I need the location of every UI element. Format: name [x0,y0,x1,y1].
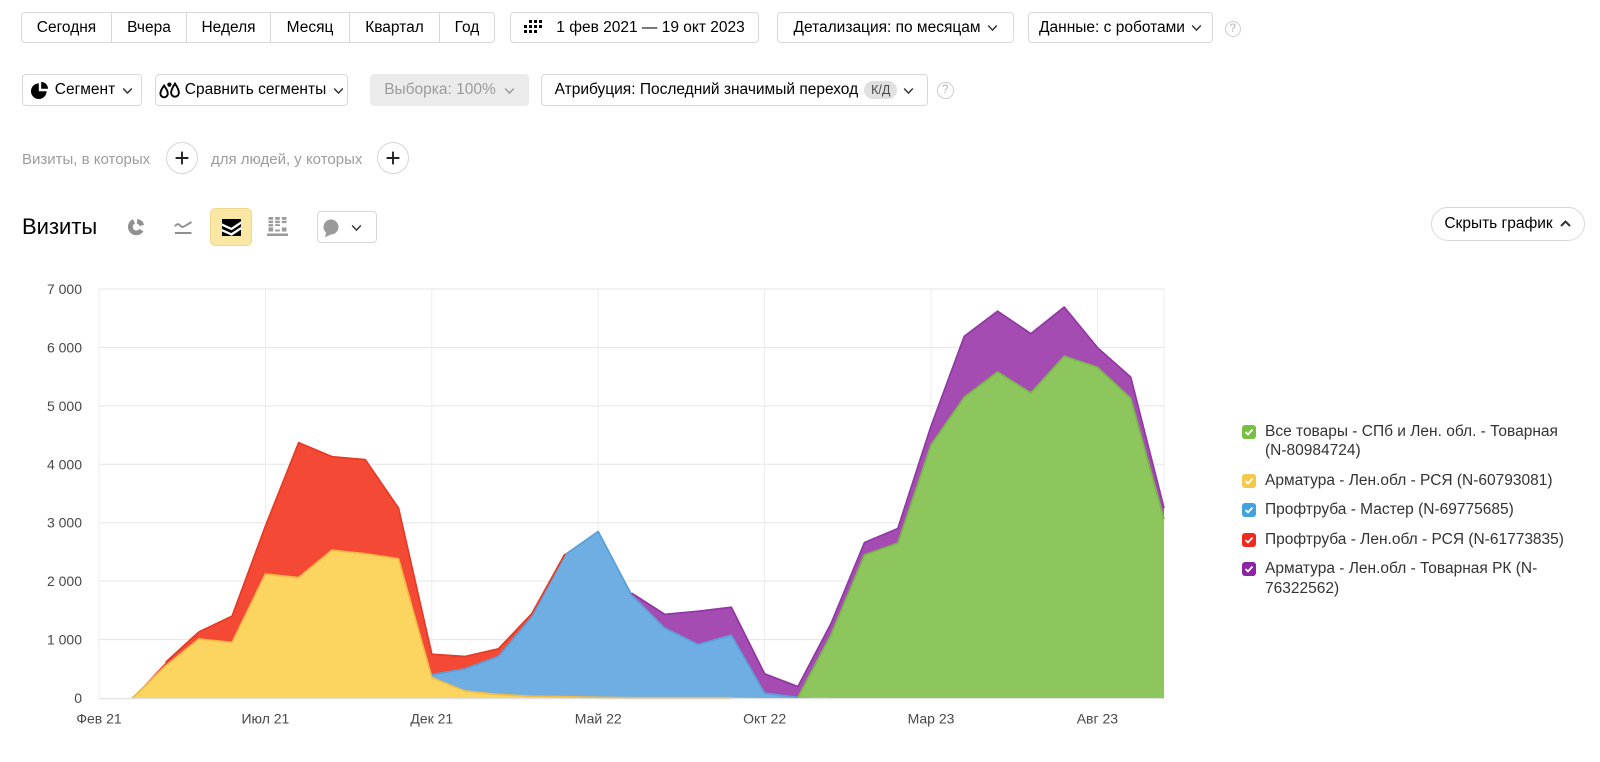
svg-text:2 000: 2 000 [47,573,82,589]
svg-text:Авг 23: Авг 23 [1077,711,1119,727]
svg-text:7 000: 7 000 [47,281,82,297]
svg-text:0: 0 [74,690,82,706]
svg-text:Мар 23: Мар 23 [908,711,955,727]
svg-text:6 000: 6 000 [47,339,82,355]
svg-text:5 000: 5 000 [47,398,82,414]
svg-text:4 000: 4 000 [47,456,82,472]
svg-text:Окт 22: Окт 22 [743,711,786,727]
svg-text:Фев 21: Фев 21 [76,711,122,727]
svg-text:1 000: 1 000 [47,632,82,648]
svg-text:Июл 21: Июл 21 [241,711,289,727]
svg-text:3 000: 3 000 [47,515,82,531]
svg-text:Май 22: Май 22 [575,711,622,727]
svg-text:Дек 21: Дек 21 [410,711,453,727]
